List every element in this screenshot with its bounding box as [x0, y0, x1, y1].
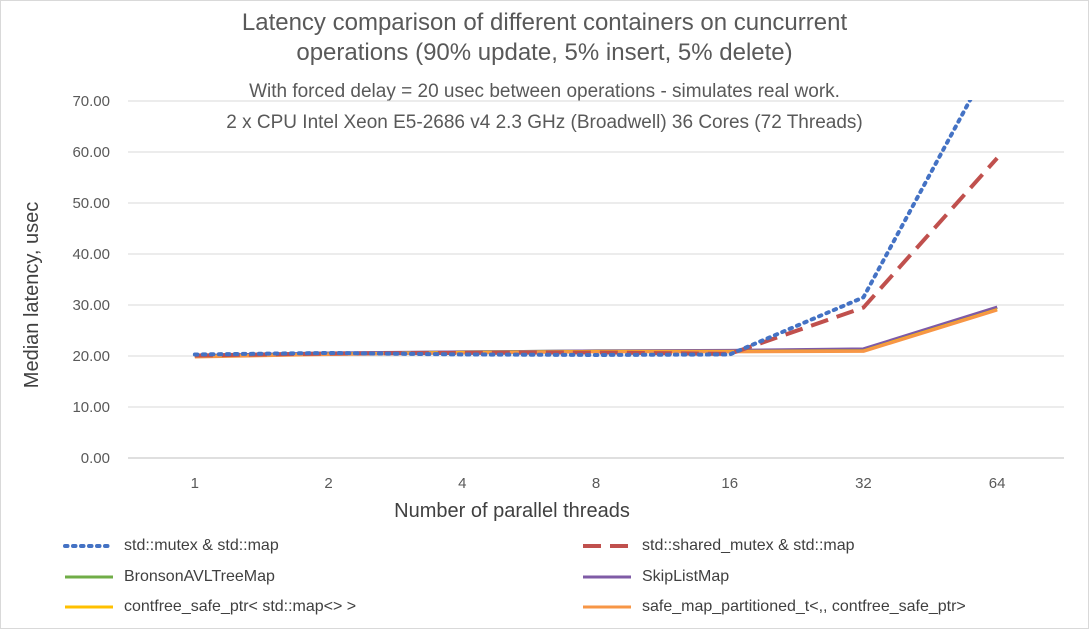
legend-item: std::mutex & std::map: [62, 534, 279, 558]
series-line-1: [194, 156, 999, 358]
legend-label: contfree_safe_ptr< std::map<> >: [124, 598, 357, 615]
y-tick-label: 10.00: [72, 399, 110, 416]
x-tick-label: 32: [855, 475, 872, 492]
legend-swatch: [63, 544, 115, 548]
legend-swatch: [65, 605, 113, 609]
legend-swatch: [583, 544, 631, 548]
legend-label: safe_map_partitioned_t<,, contfree_safe_…: [642, 598, 966, 615]
x-tick-label: 16: [721, 475, 738, 492]
y-tick-label: 70.00: [72, 93, 110, 110]
y-tick-label: 60.00: [72, 144, 110, 161]
legend-item: BronsonAVLTreeMap: [62, 565, 275, 589]
gridlines: [128, 100, 1064, 459]
legend-label: BronsonAVLTreeMap: [124, 568, 275, 585]
legend-item: contfree_safe_ptr< std::map<> >: [62, 595, 356, 619]
chart-title-line-1: Latency comparison of different containe…: [241, 9, 848, 36]
x-axis-ticks: 1 2 4 8 16 32 64: [191, 475, 1006, 492]
y-tick-label: 20.00: [72, 348, 110, 365]
x-tick-label: 8: [592, 475, 600, 492]
legend-swatch: [65, 575, 113, 579]
chart-subtitle-line-1: With forced delay = 20 usec between oper…: [249, 81, 840, 102]
legend-item: safe_map_partitioned_t<,, contfree_safe_…: [580, 595, 966, 619]
series-line-5: [194, 308, 998, 359]
y-tick-label: 40.00: [72, 246, 110, 263]
y-axis-title: Median latency, usec: [21, 202, 43, 388]
legend-label: std::mutex & std::map: [124, 537, 279, 554]
series-line-0: [192, 100, 973, 357]
legend-label: std::shared_mutex & std::map: [642, 537, 855, 554]
chart-title-line-2: operations (90% update, 5% insert, 5% de…: [296, 39, 793, 66]
legend-item: SkipListMap: [580, 565, 729, 589]
x-tick-label: 2: [324, 475, 332, 492]
series-lines: [192, 100, 999, 359]
x-tick-label: 4: [458, 475, 466, 492]
legend-item: std::shared_mutex & std::map: [580, 534, 855, 558]
chart-subtitle-line-2: 2 x CPU Intel Xeon E5-2686 v4 2.3 GHz (B…: [226, 112, 863, 133]
x-tick-label: 64: [989, 475, 1006, 492]
y-tick-label: 50.00: [72, 195, 110, 212]
y-axis-ticks: 0.00 10.00 20.00 30.00 40.00 50.00 60.00 70.00: [72, 93, 110, 467]
legend-label: SkipListMap: [642, 568, 730, 585]
x-axis-title: Number of parallel threads: [394, 500, 630, 522]
x-tick-label: 1: [191, 475, 199, 492]
legend-swatch: [583, 575, 631, 579]
legend: std::mutex & std::map std::shared_mutex &…: [0, 530, 1089, 626]
legend-swatch: [583, 605, 631, 609]
y-tick-label: 0.00: [81, 450, 110, 467]
y-tick-label: 30.00: [72, 297, 110, 314]
